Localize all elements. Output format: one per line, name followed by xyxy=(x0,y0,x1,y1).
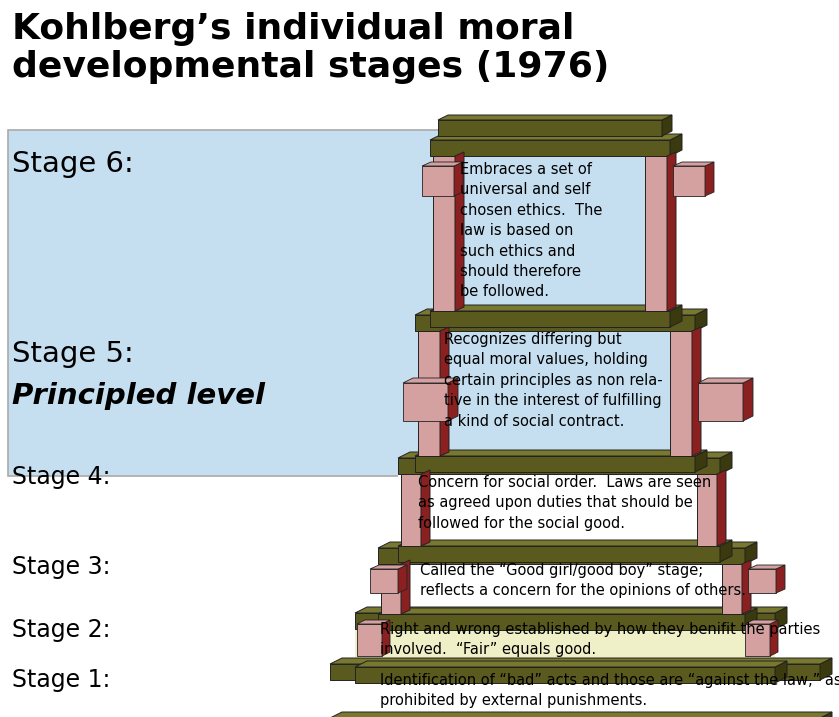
Polygon shape xyxy=(748,565,785,569)
Bar xyxy=(670,331,692,456)
Text: Called the “Good girl/good boy” stage;
reflects a concern for the opinions of ot: Called the “Good girl/good boy” stage; r… xyxy=(420,563,746,599)
Bar xyxy=(415,331,695,456)
Bar xyxy=(698,383,743,421)
Bar xyxy=(415,315,695,331)
Bar xyxy=(355,613,775,629)
Text: Stage 3:: Stage 3: xyxy=(12,555,111,579)
Polygon shape xyxy=(430,305,682,311)
Bar xyxy=(398,474,720,546)
Text: Stage 4:: Stage 4: xyxy=(12,465,111,489)
Bar xyxy=(433,156,455,311)
Bar xyxy=(355,667,775,683)
Polygon shape xyxy=(820,712,832,717)
Bar xyxy=(422,166,454,196)
Polygon shape xyxy=(720,452,732,474)
Bar xyxy=(722,564,742,614)
Polygon shape xyxy=(695,450,707,472)
Bar xyxy=(645,156,667,311)
Bar xyxy=(401,474,421,546)
Polygon shape xyxy=(401,560,410,614)
Text: Stage 6:: Stage 6: xyxy=(12,150,133,178)
Polygon shape xyxy=(357,620,390,624)
Text: Kohlberg’s individual moral
developmental stages (1976): Kohlberg’s individual moral developmenta… xyxy=(12,12,609,84)
Polygon shape xyxy=(776,565,785,593)
Polygon shape xyxy=(745,542,757,564)
Text: Embraces a set of
universal and self
chosen ethics.  The
law is based on
such et: Embraces a set of universal and self cho… xyxy=(460,162,602,300)
Bar xyxy=(357,624,382,656)
Polygon shape xyxy=(670,134,682,156)
Text: Right and wrong established by how they benifit the parties
involved.  “Fair” eq: Right and wrong established by how they … xyxy=(380,622,821,657)
Polygon shape xyxy=(438,115,672,120)
Polygon shape xyxy=(355,607,787,613)
Text: Identification of “bad” acts and those are “against the law,” as
prohibited by e: Identification of “bad” acts and those a… xyxy=(380,673,839,708)
Text: Stage 1:: Stage 1: xyxy=(12,668,111,692)
Bar xyxy=(8,130,463,476)
Text: Stage 5:: Stage 5: xyxy=(12,340,133,368)
Bar xyxy=(438,120,662,136)
Bar xyxy=(418,331,440,456)
Polygon shape xyxy=(378,608,757,614)
Bar xyxy=(748,569,776,593)
Polygon shape xyxy=(355,661,787,667)
Polygon shape xyxy=(770,620,778,656)
Bar xyxy=(697,474,717,546)
Polygon shape xyxy=(743,378,753,421)
Polygon shape xyxy=(382,620,390,656)
Text: Recognizes differing but
equal moral values, holding
certain principles as non r: Recognizes differing but equal moral val… xyxy=(444,332,663,429)
Bar xyxy=(673,166,705,196)
Polygon shape xyxy=(745,608,757,630)
Polygon shape xyxy=(717,470,726,546)
Polygon shape xyxy=(720,540,732,562)
Polygon shape xyxy=(692,327,701,456)
Polygon shape xyxy=(820,658,832,680)
Polygon shape xyxy=(440,327,449,456)
Bar xyxy=(415,456,695,472)
Polygon shape xyxy=(330,658,832,664)
Polygon shape xyxy=(398,565,407,593)
Polygon shape xyxy=(398,540,732,546)
Polygon shape xyxy=(670,305,682,327)
Polygon shape xyxy=(430,134,682,140)
Bar xyxy=(355,629,775,667)
Polygon shape xyxy=(775,661,787,683)
Polygon shape xyxy=(775,607,787,629)
Polygon shape xyxy=(415,309,707,315)
Bar xyxy=(745,624,770,656)
Polygon shape xyxy=(695,309,707,331)
Polygon shape xyxy=(454,162,463,196)
Polygon shape xyxy=(403,378,458,383)
Bar xyxy=(430,140,670,156)
Polygon shape xyxy=(745,620,778,624)
Bar xyxy=(381,564,401,614)
Polygon shape xyxy=(422,162,463,166)
Bar xyxy=(403,383,448,421)
Bar xyxy=(398,458,720,474)
Polygon shape xyxy=(698,378,753,383)
Bar xyxy=(370,569,398,593)
Bar xyxy=(430,156,670,311)
Polygon shape xyxy=(415,450,707,456)
Polygon shape xyxy=(330,712,832,717)
Polygon shape xyxy=(378,542,757,548)
Polygon shape xyxy=(398,452,732,458)
Text: Concern for social order.  Laws are seen
as agreed upon duties that should be
fo: Concern for social order. Laws are seen … xyxy=(418,475,711,531)
Polygon shape xyxy=(455,152,464,311)
Text: Principled level: Principled level xyxy=(12,382,265,410)
Polygon shape xyxy=(673,162,714,166)
Bar xyxy=(430,311,670,327)
Bar xyxy=(398,546,720,562)
Text: Stage 2:: Stage 2: xyxy=(12,618,111,642)
Polygon shape xyxy=(667,152,676,311)
Polygon shape xyxy=(742,560,751,614)
Polygon shape xyxy=(662,115,672,136)
Bar xyxy=(378,548,745,564)
Bar xyxy=(330,664,820,680)
Bar xyxy=(378,614,745,630)
Bar xyxy=(330,680,820,717)
Polygon shape xyxy=(705,162,714,196)
Polygon shape xyxy=(421,470,430,546)
Polygon shape xyxy=(448,378,458,421)
Bar xyxy=(378,564,745,614)
Polygon shape xyxy=(370,565,407,569)
